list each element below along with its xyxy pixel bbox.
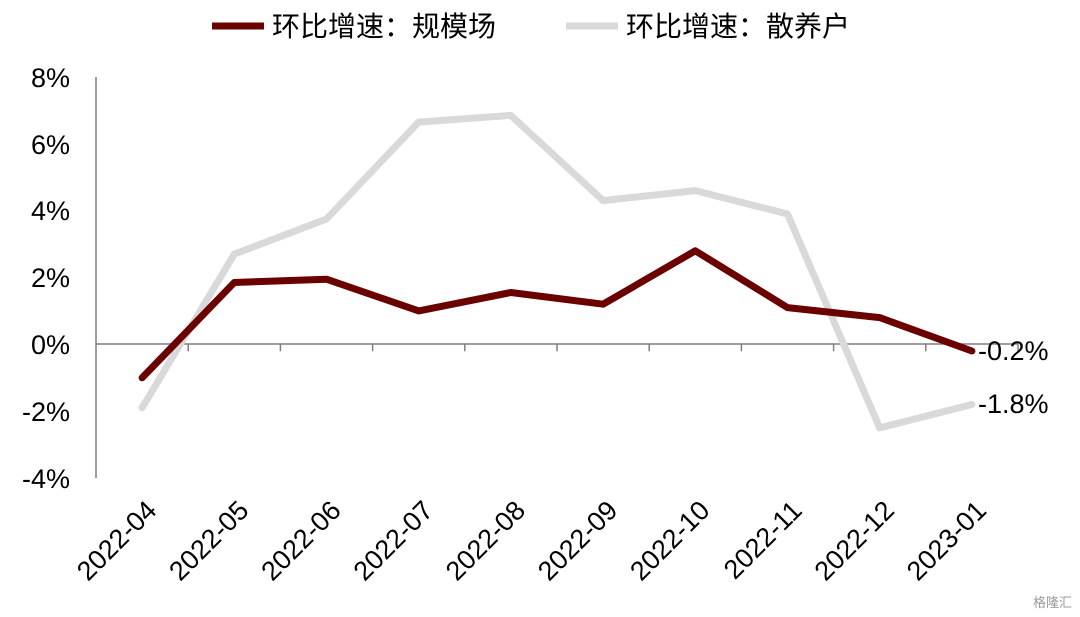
- y-tick-label: 4%: [31, 196, 70, 226]
- x-tick-label: 2022-10: [624, 495, 715, 586]
- y-tick-label: 6%: [31, 130, 70, 160]
- x-tick-label: 2022-06: [255, 495, 346, 586]
- y-tick-label: 8%: [31, 63, 70, 93]
- y-tick-label: 0%: [31, 330, 70, 360]
- x-tick-label: 2022-05: [163, 495, 254, 586]
- x-tick-label: 2022-04: [71, 495, 162, 586]
- series-line-backyard: [138, 111, 976, 432]
- x-tick-label: 2023-01: [901, 495, 992, 586]
- watermark: 格隆汇: [1032, 596, 1072, 611]
- end-labels: -0.2% -1.8%: [978, 336, 1049, 419]
- legend: 环比增速：规模场 环比增速：散养户: [212, 11, 850, 42]
- series-line-scale-farm: [138, 247, 976, 382]
- end-label-scale-farm: -0.2%: [978, 336, 1049, 366]
- x-tick-label: 2022-12: [809, 495, 900, 586]
- y-tick-label: 2%: [31, 263, 70, 293]
- x-tick-label: 2022-09: [532, 495, 623, 586]
- y-tick-label: -4%: [22, 464, 70, 494]
- y-axis: 8% 6% 4% 2% 0% -2% -4%: [22, 63, 97, 494]
- series-layer: [138, 111, 976, 432]
- x-axis: 2022-04 2022-05 2022-06 2022-07 2022-08 2022-…: [71, 343, 1019, 586]
- y-tick-label: -2%: [22, 397, 70, 427]
- legend-label-scale-farm: 环比增速：规模场: [272, 11, 496, 42]
- x-tick-label: 2022-07: [348, 495, 439, 586]
- legend-label-backyard: 环比增速：散养户: [626, 11, 850, 42]
- x-tick-label: 2022-11: [718, 495, 808, 585]
- end-label-backyard: -1.8%: [978, 389, 1049, 419]
- x-tick-label: 2022-08: [440, 495, 531, 586]
